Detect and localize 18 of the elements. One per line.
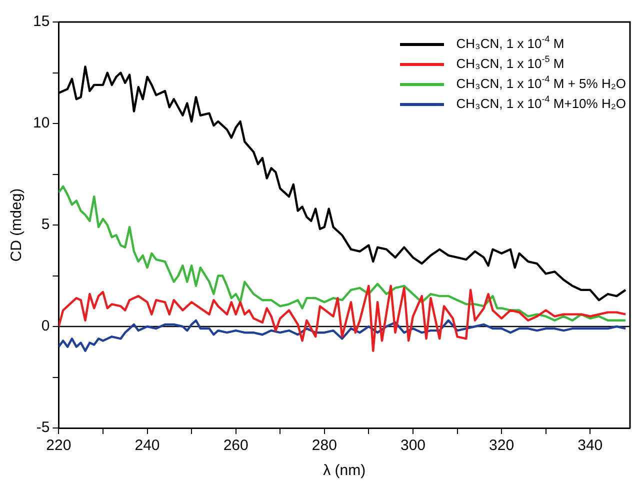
legend-label: CH₃CN, 1 x 10$^{-4}$ M [456, 34, 564, 53]
legend-label: CH₃CN, 1 x 10$^{-4}$ M + 5% H₂O [456, 74, 626, 93]
legend-label: CH₃CN, 1 x 10$^{-4}$ M+10% H₂O [456, 94, 626, 113]
x-tick-label: 300 [400, 437, 426, 454]
x-tick-label: 280 [312, 437, 337, 454]
legend-label: CH₃CN, 1 x 10$^{-5}$ M [456, 54, 564, 73]
y-tick-label: 15 [32, 13, 50, 30]
x-axis-title: λ (nm) [323, 462, 366, 480]
x-tick-label: 260 [223, 437, 248, 454]
x-tick-label: 340 [578, 437, 603, 454]
y-tick-label: 10 [32, 114, 50, 132]
x-tick-label: 220 [46, 437, 72, 454]
x-tick-label: 320 [489, 437, 514, 454]
y-tick-label: 5 [41, 216, 50, 234]
y-tick-label: 0 [41, 318, 50, 335]
y-tick-label: -5 [36, 419, 50, 436]
x-tick-label: 240 [134, 437, 160, 454]
y-axis-title: CD (mdeg) [8, 188, 26, 262]
